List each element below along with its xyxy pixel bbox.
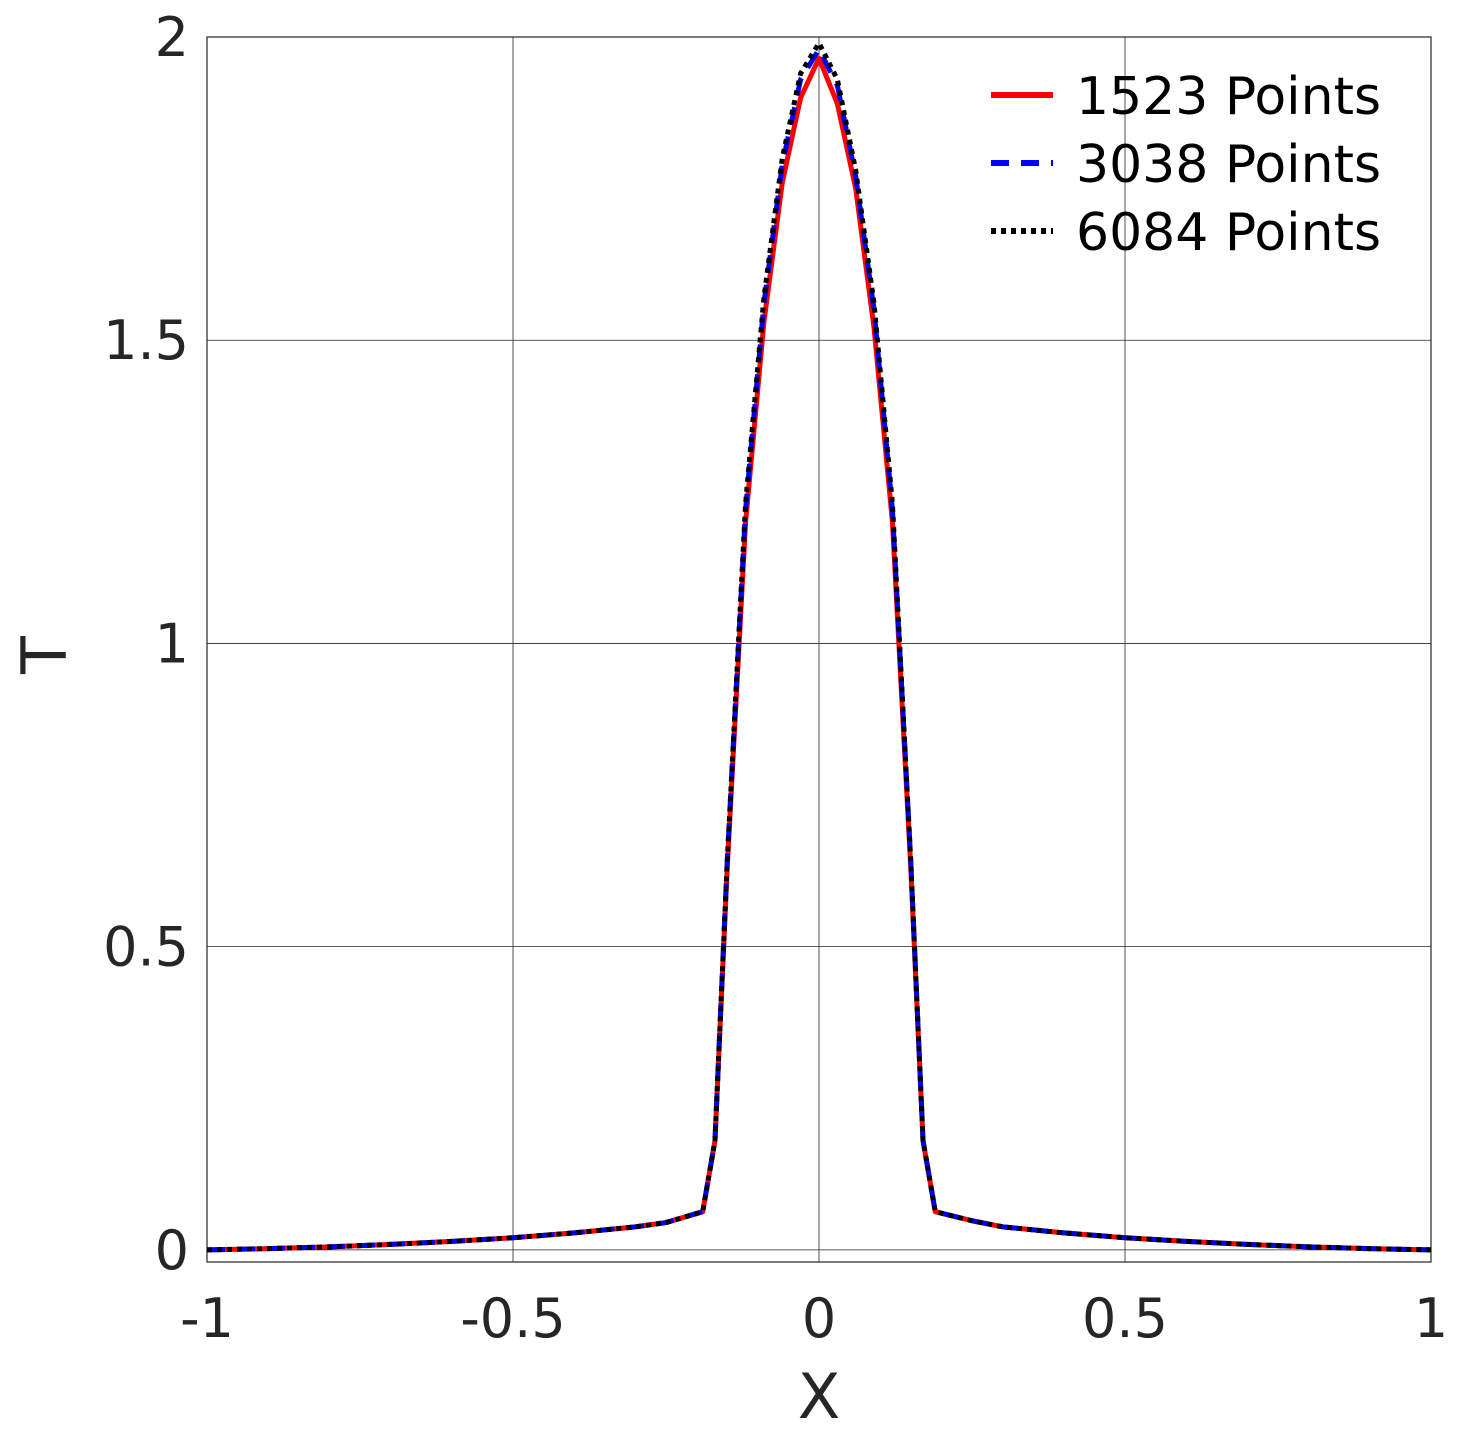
x-tick-label: 0.5 xyxy=(1082,1287,1168,1350)
series-line xyxy=(206,46,1432,1253)
y-tick-label: 1.5 xyxy=(103,309,189,372)
legend-label: 6084 Points xyxy=(1076,203,1381,263)
x-tick-label: -1 xyxy=(180,1287,234,1350)
y-axis-label: T xyxy=(8,635,81,675)
plot-frame xyxy=(206,36,1432,1263)
y-tick-label: 0 xyxy=(155,1219,189,1282)
legend-label: 3038 Points xyxy=(1076,135,1381,195)
y-tick-label: 0.5 xyxy=(103,916,189,979)
x-tick-label: 0 xyxy=(802,1287,836,1350)
y-tick-label: 2 xyxy=(155,6,189,69)
x-axis-label: X xyxy=(798,1360,840,1431)
legend-label: 1523 Points xyxy=(1076,67,1381,127)
x-tick-label: 1 xyxy=(1414,1287,1448,1350)
x-tick-label: -0.5 xyxy=(460,1287,565,1350)
y-tick-label: 1 xyxy=(155,612,189,675)
